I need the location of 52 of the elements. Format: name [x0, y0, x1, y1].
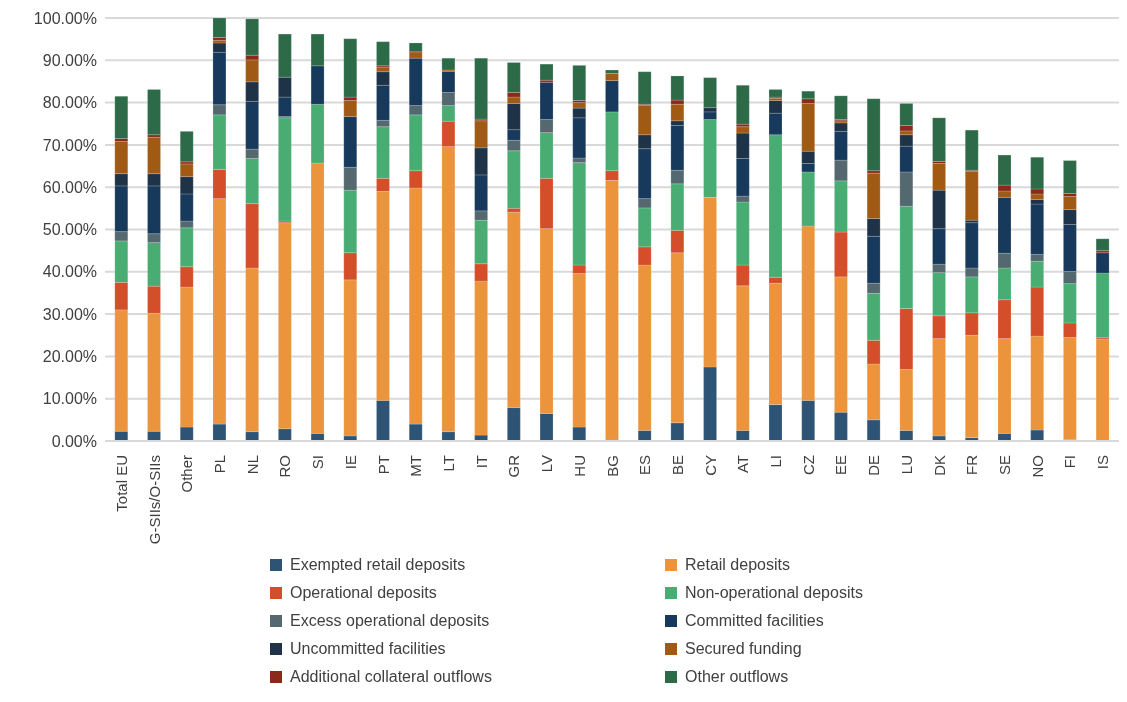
- legend-label: Uncommitted facilities: [290, 640, 446, 658]
- legend-label: Excess operational deposits: [290, 612, 490, 630]
- x-tick-label: DE: [865, 455, 883, 476]
- y-tick-label: 70.00%: [42, 136, 97, 154]
- y-tick-label: 0.00%: [51, 432, 97, 450]
- x-tick-label: ES: [636, 455, 654, 476]
- y-tick-label: 90.00%: [42, 51, 97, 69]
- legend-label: Non-operational deposits: [685, 584, 863, 602]
- x-tick-label: CY: [701, 455, 719, 476]
- x-tick-label: IT: [472, 455, 490, 469]
- y-tick-label: 100.00%: [33, 9, 97, 27]
- x-tick-label: FI: [1061, 455, 1079, 469]
- x-tick-label: CZ: [799, 455, 817, 475]
- x-tick-label: Other: [178, 455, 196, 493]
- x-tick-label: PT: [374, 455, 392, 475]
- y-tick-label: 50.00%: [42, 221, 97, 239]
- x-tick-label: LV: [538, 455, 556, 473]
- y-tick-label: 20.00%: [42, 348, 97, 366]
- x-tick-label: SE: [996, 455, 1014, 476]
- x-tick-label: LT: [439, 455, 457, 472]
- x-tick-label: LU: [897, 455, 915, 475]
- legend-label: Other outflows: [685, 668, 789, 686]
- y-tick-label: 10.00%: [42, 390, 97, 408]
- x-tick-label: BE: [668, 455, 686, 476]
- x-tick-label: Total EU: [112, 455, 130, 512]
- x-tick-label: DK: [930, 455, 948, 476]
- legend-label: Exempted retail deposits: [290, 556, 466, 574]
- x-tick-label: RO: [276, 455, 294, 478]
- x-tick-label: MT: [407, 455, 425, 477]
- legend-label: Operational deposits: [290, 584, 437, 602]
- y-tick-label: 40.00%: [42, 263, 97, 281]
- x-tick-label: NL: [243, 455, 261, 475]
- x-tick-label: AT: [734, 455, 752, 474]
- x-tick-label: IE: [341, 455, 359, 470]
- x-tick-label: EE: [832, 455, 850, 476]
- x-tick-label: NO: [1028, 455, 1046, 478]
- x-tick-label: HU: [570, 455, 588, 477]
- x-tick-label: IS: [1094, 455, 1112, 470]
- y-tick-label: 80.00%: [42, 94, 97, 112]
- x-tick-label: GR: [505, 454, 523, 478]
- x-tick-label: G-SIIs/O-SIIs: [145, 455, 163, 545]
- y-tick-label: 60.00%: [42, 178, 97, 196]
- legend-label: Committed facilities: [685, 612, 824, 630]
- x-tick-label: LI: [767, 455, 785, 468]
- y-tick-label: 30.00%: [42, 305, 97, 323]
- x-tick-label: PL: [210, 455, 228, 474]
- legend-label: Secured funding: [685, 640, 802, 658]
- x-tick-label: BG: [603, 455, 621, 477]
- legend-label: Retail deposits: [685, 556, 790, 574]
- x-tick-label: FR: [963, 454, 981, 475]
- x-tick-label: SI: [309, 455, 327, 470]
- legend-label: Additional collateral outflows: [290, 668, 492, 686]
